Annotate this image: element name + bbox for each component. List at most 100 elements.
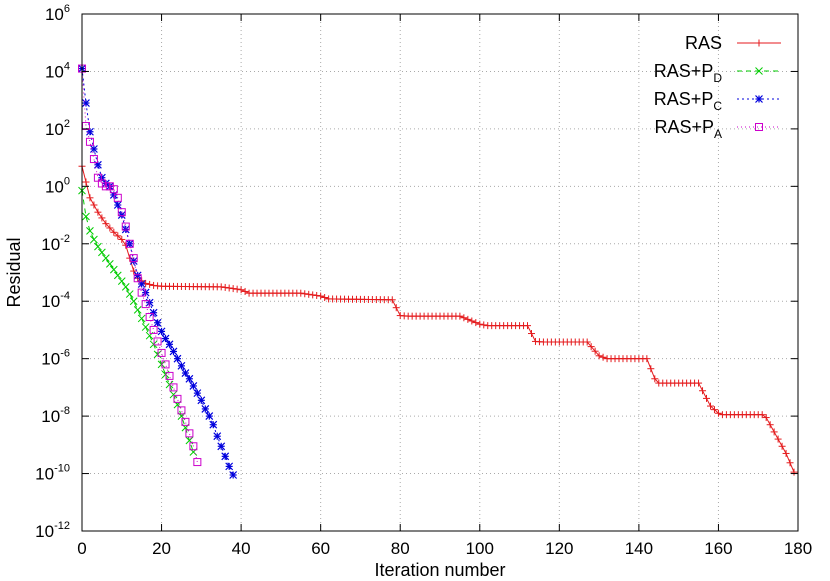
y-tick-label: 10-2: [41, 233, 70, 254]
data-point: [221, 283, 229, 291]
data-point: [699, 387, 707, 395]
data-point: [121, 225, 130, 234]
data-point: [157, 348, 166, 357]
y-tick-base: 10: [45, 62, 64, 81]
data-point: [90, 201, 98, 209]
legend-label: RAS+PD: [654, 61, 723, 85]
legend-entry: RAS+PC: [654, 89, 781, 113]
data-point: [229, 471, 238, 479]
legend-label: RAS: [685, 33, 722, 53]
y-tick-base: 10: [45, 120, 64, 139]
y-tick-label: 102: [45, 118, 70, 139]
series-line: [81, 68, 198, 463]
legend-label-sub: D: [713, 71, 722, 85]
data-point: [583, 338, 591, 346]
data-point: [297, 289, 305, 297]
data-point: [464, 315, 472, 323]
series-0: [78, 162, 798, 476]
data-point: [476, 320, 484, 328]
data-point: [82, 212, 90, 221]
legend-label: RAS+PC: [654, 89, 723, 113]
data-point: [173, 394, 182, 403]
data-point: [89, 155, 98, 164]
x-tick-label: 140: [625, 539, 653, 558]
data-point: [173, 354, 182, 363]
data-point: [643, 355, 651, 363]
data-point: [106, 224, 114, 232]
data-point: [90, 235, 98, 244]
data-point: [141, 323, 150, 331]
axis-ticks: [81, 13, 799, 532]
y-tick-label: 10-12: [35, 520, 70, 541]
y-tick-label: 104: [45, 60, 70, 81]
data-point: [146, 280, 154, 288]
y-tick-base: 10: [41, 235, 60, 254]
data-point: [90, 145, 98, 153]
data-point: [695, 379, 703, 387]
y-tick-exponent: -12: [54, 520, 70, 532]
data-point: [141, 300, 150, 309]
data-point: [205, 412, 214, 421]
data-point: [86, 226, 94, 235]
y-tick-base: 10: [41, 350, 60, 369]
data-point: [189, 382, 198, 390]
data-point: [117, 277, 126, 285]
data-point: [647, 365, 655, 373]
data-point: [82, 178, 90, 186]
legend: RAS RAS+PD RAS+PC RAS+PA: [654, 33, 781, 141]
x-tick-label: 180: [784, 539, 812, 558]
data-point: [121, 222, 130, 231]
x-tick-label: 100: [466, 539, 494, 558]
legend-label-main: RAS: [685, 33, 722, 53]
data-point: [113, 193, 122, 202]
data-point: [786, 459, 794, 467]
data-point: [86, 194, 94, 202]
x-tick-label: 80: [391, 539, 410, 558]
y-tick-exponent: 6: [64, 3, 70, 15]
data-point: [153, 337, 162, 346]
x-axis-label: Iteration number: [374, 560, 505, 580]
data-point: [388, 296, 396, 304]
data-point: [157, 327, 166, 336]
data-point: [98, 248, 106, 257]
data-point: [105, 260, 114, 268]
y-tick-exponent: -4: [60, 290, 70, 302]
data-point: [137, 314, 146, 323]
data-point: [225, 284, 233, 292]
data-point: [591, 347, 599, 355]
data-point: [133, 305, 142, 314]
data-point: [774, 435, 782, 443]
data-point: [161, 334, 170, 343]
legend-label: RAS+PA: [654, 117, 722, 141]
data-point: [118, 235, 126, 243]
data-point: [133, 271, 142, 280]
data-point: [221, 452, 230, 461]
data-point: [770, 428, 778, 436]
data-point: [706, 402, 714, 410]
data-point: [177, 406, 186, 415]
data-point: [102, 254, 110, 262]
y-tick-label: 100: [45, 175, 70, 196]
y-tick-exponent: -10: [54, 463, 70, 475]
data-point: [169, 383, 178, 392]
data-point: [392, 304, 400, 312]
legend-label-main: RAS+P: [654, 61, 714, 81]
plot-frame: [81, 13, 799, 532]
y-tick-label: 10-6: [41, 348, 70, 369]
data-point: [213, 432, 222, 441]
legend-swatch-marker: [755, 95, 763, 103]
data-point: [714, 409, 722, 417]
data-point: [217, 442, 226, 451]
data-point: [305, 290, 313, 298]
data-point: [102, 220, 110, 228]
data-point: [145, 313, 154, 322]
data-point: [766, 421, 774, 429]
data-point: [129, 297, 138, 306]
data-point: [185, 429, 194, 438]
data-point: [110, 228, 118, 236]
y-tick-exponent: 0: [64, 175, 70, 187]
data-point: [472, 319, 480, 327]
data-point: [185, 374, 194, 383]
